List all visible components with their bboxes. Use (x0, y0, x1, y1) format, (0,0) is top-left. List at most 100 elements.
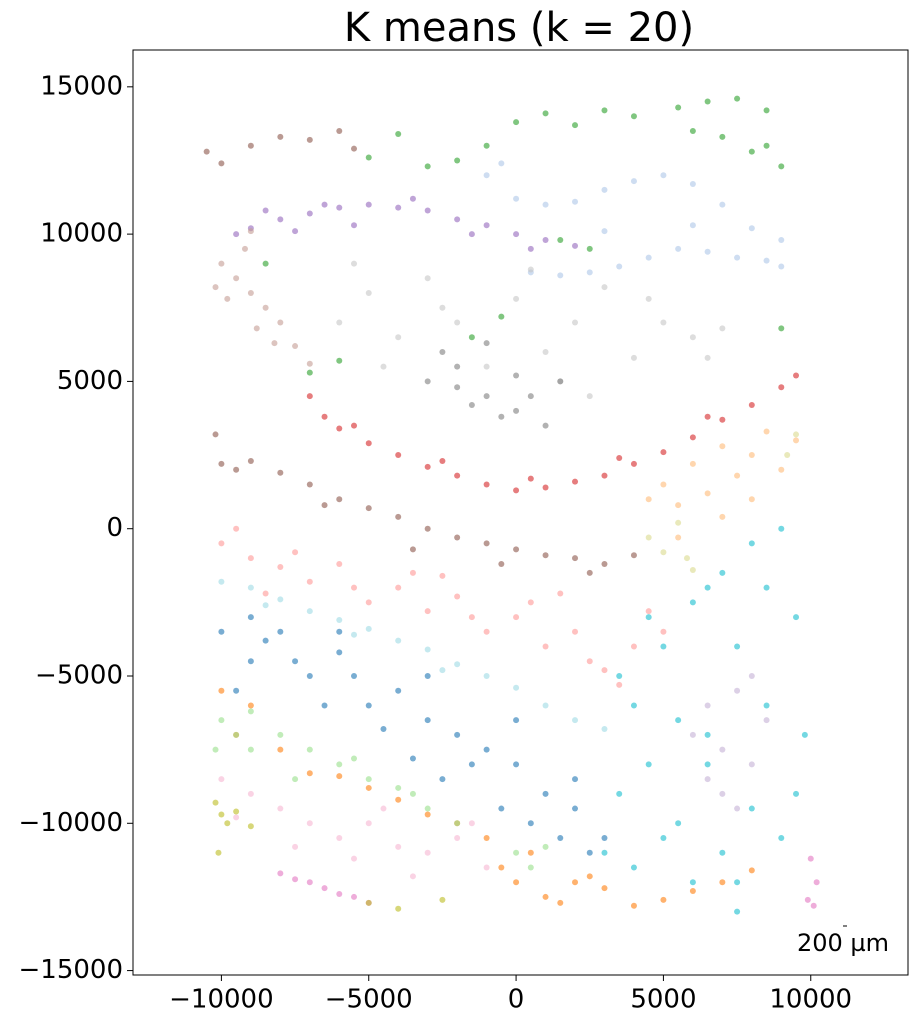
y-tick-label: 0 (106, 513, 123, 543)
point (601, 472, 608, 479)
point (336, 128, 343, 135)
point (336, 496, 343, 503)
point (793, 431, 800, 438)
point (748, 761, 755, 768)
point (630, 864, 637, 871)
point (498, 561, 505, 568)
point (468, 614, 475, 621)
point (277, 216, 284, 223)
point (247, 142, 254, 149)
point (351, 855, 358, 862)
point (660, 449, 667, 456)
point (689, 334, 696, 341)
point (233, 814, 240, 821)
point (277, 469, 284, 476)
y-tick-label: 5000 (57, 366, 123, 396)
point (630, 460, 637, 467)
point (351, 145, 358, 152)
point (424, 207, 431, 214)
point (277, 870, 284, 877)
point (630, 552, 637, 559)
point (630, 902, 637, 909)
point (468, 334, 475, 341)
point (630, 643, 637, 650)
plot-frame (132, 49, 909, 976)
point (277, 133, 284, 140)
point (306, 210, 313, 217)
point (336, 204, 343, 211)
point (586, 658, 593, 665)
point (292, 776, 299, 783)
x-tick-label: −10000 (169, 985, 274, 1015)
point (306, 369, 313, 376)
point (542, 702, 549, 709)
point (292, 549, 299, 556)
point (212, 799, 219, 806)
point (439, 348, 446, 355)
point (763, 107, 770, 114)
point (778, 525, 785, 532)
point (439, 776, 446, 783)
point (734, 472, 741, 479)
point (218, 160, 225, 167)
point (586, 569, 593, 576)
point (586, 393, 593, 400)
point (454, 593, 461, 600)
y-tick-label: −10000 (19, 808, 124, 838)
point (321, 413, 328, 420)
point (424, 608, 431, 615)
point (601, 186, 608, 193)
point (675, 104, 682, 111)
point (351, 222, 358, 229)
point (292, 343, 299, 350)
point (306, 770, 313, 777)
point (719, 443, 726, 450)
point (424, 525, 431, 532)
point (365, 440, 372, 447)
point (601, 726, 608, 733)
point (513, 372, 520, 379)
point (675, 502, 682, 509)
point (439, 457, 446, 464)
point (689, 434, 696, 441)
point (380, 726, 387, 733)
point (527, 245, 534, 252)
point (365, 154, 372, 161)
point (704, 490, 711, 497)
point (271, 340, 278, 347)
point (409, 546, 416, 553)
point (233, 525, 240, 532)
point (212, 746, 219, 753)
point (586, 873, 593, 880)
point (660, 835, 667, 842)
point (247, 658, 254, 665)
point (262, 602, 269, 609)
point (630, 702, 637, 709)
point (262, 590, 269, 597)
point (601, 885, 608, 892)
point (498, 864, 505, 871)
point (689, 460, 696, 467)
point (793, 372, 800, 379)
point (424, 672, 431, 679)
point (380, 363, 387, 370)
point (645, 534, 652, 541)
point (778, 263, 785, 270)
point (247, 584, 254, 591)
x-tick-label: 5000 (630, 985, 696, 1015)
point (734, 95, 741, 102)
point (424, 378, 431, 385)
point (336, 319, 343, 326)
point (262, 207, 269, 214)
point (306, 879, 313, 886)
y-tick-label: 15000 (40, 71, 123, 101)
point (748, 401, 755, 408)
point (616, 790, 623, 797)
point (542, 843, 549, 850)
point (719, 325, 726, 332)
point (527, 266, 534, 273)
point (675, 534, 682, 541)
point (557, 899, 564, 906)
point (527, 599, 534, 606)
point (572, 717, 579, 724)
